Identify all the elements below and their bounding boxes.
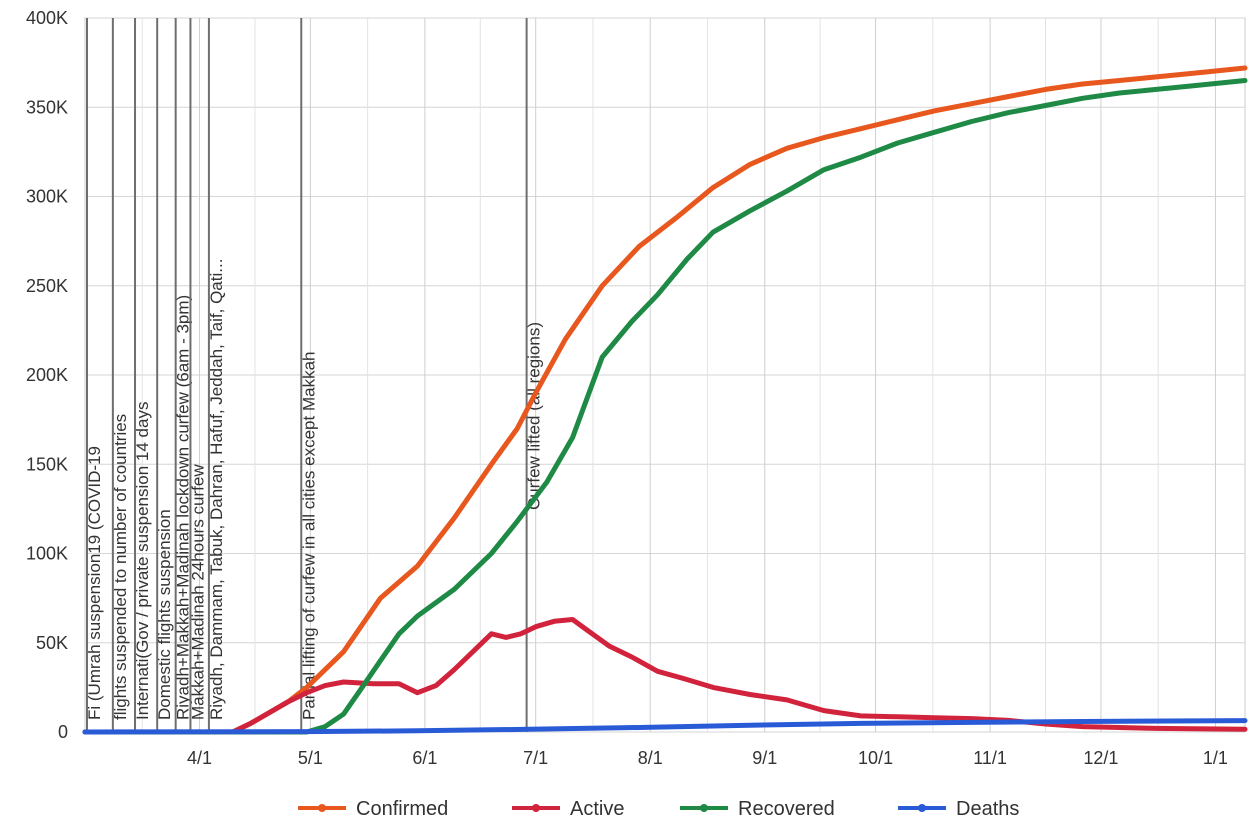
legend-label: Deaths <box>956 798 1019 820</box>
x-tick-label: 6/1 <box>412 748 437 768</box>
event-label: Curfew lifted (all regions) <box>525 322 544 510</box>
y-tick-label: 300K <box>26 187 68 207</box>
x-tick-label: 12/1 <box>1083 748 1118 768</box>
x-tick-label: 7/1 <box>523 748 548 768</box>
x-tick-label: 10/1 <box>858 748 893 768</box>
series-line-confirmed[interactable] <box>82 65 1248 735</box>
x-tick-label: 11/1 <box>973 748 1007 768</box>
legend-label: Recovered <box>738 798 835 820</box>
event-label: Riyadh, Dammam, Tabuk, Dahran, Hafuf, Je… <box>207 259 226 720</box>
series-line-active[interactable] <box>82 617 1248 735</box>
legend[interactable]: Confirmed Active Recovered Deaths <box>298 798 1019 820</box>
legend-label: Confirmed <box>356 798 448 820</box>
grid <box>84 17 1246 733</box>
y-tick-label: 350K <box>26 97 68 117</box>
event-label: Riyadh+Makkah+Madinah lockdown curfew (6… <box>174 295 193 720</box>
event-label: Partial lifting of curfew in all cities … <box>299 352 318 721</box>
series-line-recovered[interactable] <box>82 78 1248 735</box>
event-label: Domestic flights suspension <box>155 509 174 720</box>
legend-item-confirmed[interactable]: Confirmed <box>298 798 448 820</box>
event-label: Makkah+Madinah 24hours curfew <box>188 464 207 720</box>
legend-item-recovered[interactable]: Recovered <box>680 798 835 820</box>
x-tick-label: 4/1 <box>187 748 212 768</box>
y-tick-label: 400K <box>26 8 68 28</box>
legend-item-active[interactable]: Active <box>512 798 624 820</box>
legend-label: Active <box>570 798 624 820</box>
event-label: flights suspended to number of countries <box>111 414 130 720</box>
x-tick-label: 1/1 <box>1203 748 1228 768</box>
legend-marker <box>700 804 708 812</box>
x-tick-label: 9/1 <box>752 748 777 768</box>
series-group <box>82 65 1248 735</box>
x-axis: 4/1 5/1 6/1 7/1 8/1 9/1 10/1 11/1 12/1 1/1 <box>187 748 1228 768</box>
annotations: Fi (Umrah suspension19 (COVID-19 flights … <box>85 18 544 732</box>
y-tick-label: 200K <box>26 365 68 385</box>
event-label: Fi (Umrah suspension19 (COVID-19 <box>85 446 104 720</box>
x-tick-label: 5/1 <box>298 748 323 768</box>
y-tick-label: 100K <box>26 544 68 564</box>
event-label: Internati(Gov / private suspension 14 da… <box>133 402 152 720</box>
y-tick-label: 250K <box>26 276 68 296</box>
legend-marker <box>532 804 540 812</box>
legend-marker <box>318 804 326 812</box>
legend-marker <box>918 804 926 812</box>
y-tick-label: 50K <box>36 633 68 653</box>
x-tick-label: 8/1 <box>638 748 663 768</box>
y-tick-label: 150K <box>26 454 68 474</box>
y-tick-label: 0 <box>58 722 68 742</box>
series-line-deaths[interactable] <box>82 718 1248 735</box>
y-axis: 0 50K 100K 150K 200K 250K 300K 350K 400K <box>26 8 68 742</box>
legend-item-deaths[interactable]: Deaths <box>898 798 1019 820</box>
